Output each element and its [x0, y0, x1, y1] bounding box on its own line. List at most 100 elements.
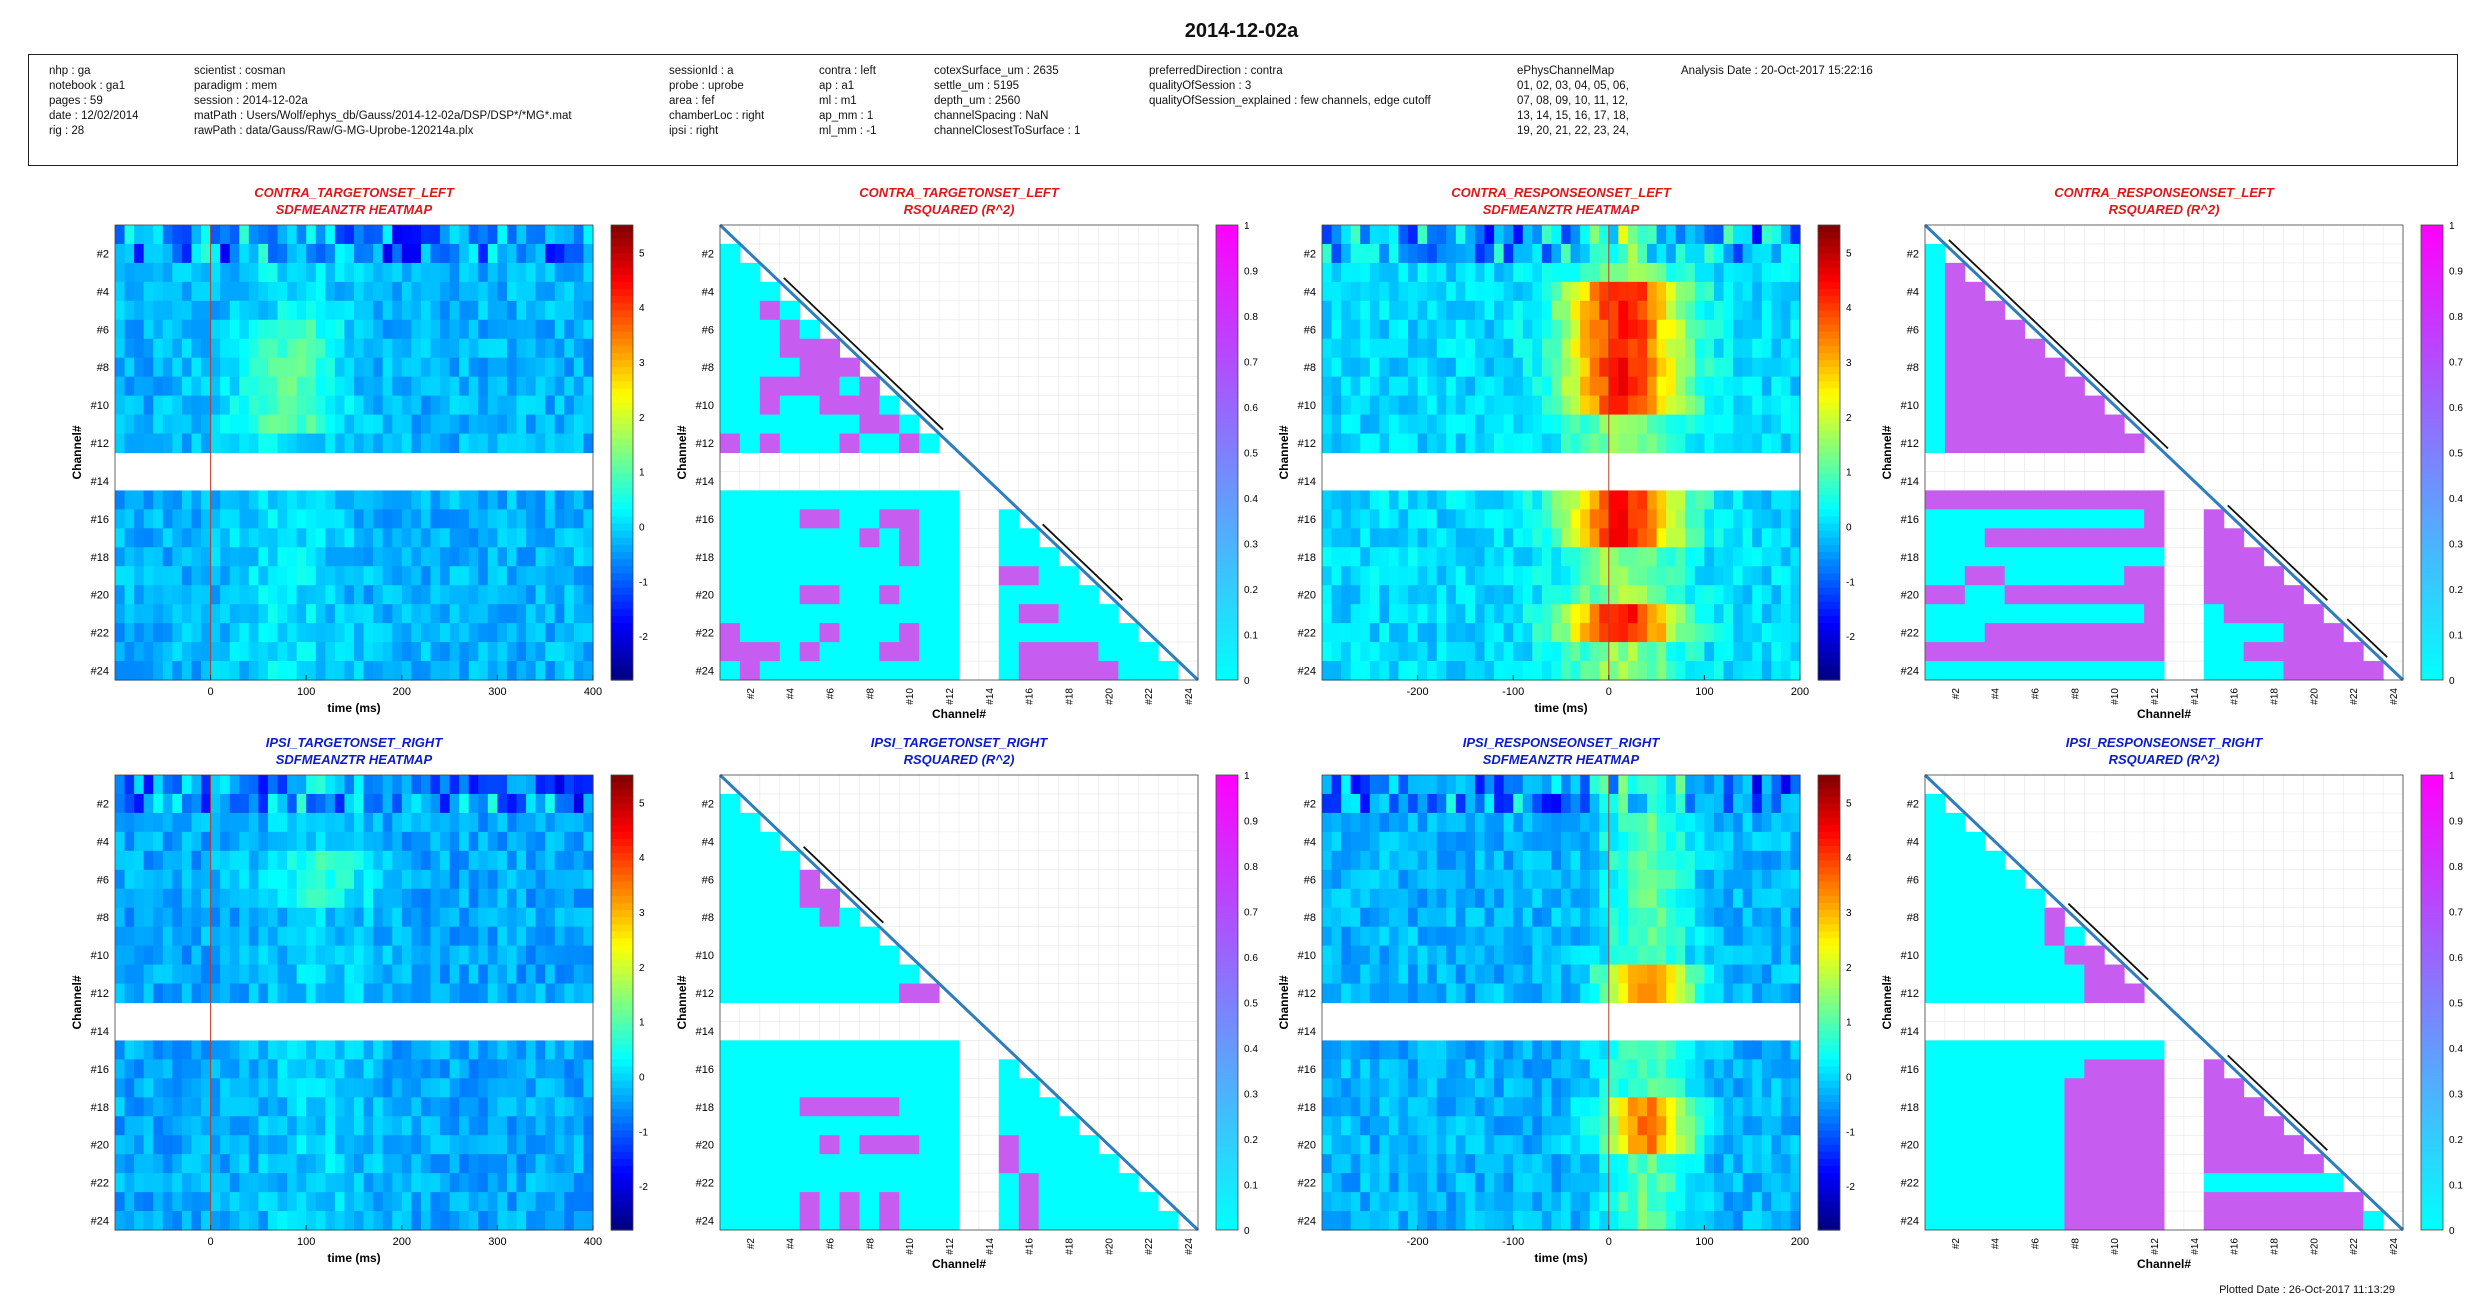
colorbar-tick-label: -2	[639, 632, 648, 643]
heatmap-cell	[583, 1154, 594, 1174]
heatmap-cell	[143, 490, 154, 510]
rsq-cell	[720, 907, 741, 928]
rsq-cell	[2124, 528, 2145, 548]
heatmap-cell	[1561, 528, 1572, 548]
heatmap-cell	[1474, 357, 1486, 378]
heatmap-cell	[449, 1173, 460, 1193]
rsq-cell	[799, 566, 821, 586]
heatmap-cell	[287, 623, 298, 643]
heatmap-cell	[545, 1173, 556, 1193]
heatmap-cell	[1369, 831, 1380, 852]
heatmap-cell	[1322, 831, 1333, 852]
heatmap-cell	[430, 661, 441, 681]
heatmap-cell	[1608, 300, 1619, 321]
y-tick-label: #6	[1304, 324, 1316, 336]
heatmap-cell	[392, 376, 403, 397]
heatmap-cell	[258, 1192, 269, 1212]
heatmap-cell	[153, 623, 164, 643]
heatmap-cell	[459, 1116, 470, 1136]
heatmap-cell	[181, 888, 193, 909]
heatmap-cell	[516, 319, 527, 340]
heatmap-cell	[554, 1135, 565, 1155]
heatmap-cell	[229, 964, 240, 985]
rsq-cell	[1925, 338, 1946, 359]
heatmap-cell	[191, 319, 202, 340]
heatmap-cell	[573, 1192, 585, 1212]
rsq-cell	[739, 888, 761, 909]
colorbar-tick-label: 0.6	[1244, 953, 1258, 964]
heatmap-cell	[1733, 888, 1744, 909]
heatmap-cell	[459, 338, 470, 359]
heatmap-cell	[1589, 395, 1600, 416]
heatmap-cell	[1436, 528, 1447, 548]
heatmap-cell	[344, 319, 355, 340]
heatmap-cell	[459, 1040, 470, 1060]
heatmap-cell	[1436, 509, 1447, 529]
heatmap-cell	[1408, 604, 1419, 624]
heatmap-cell	[526, 243, 537, 264]
y-tick-label: #10	[696, 950, 714, 962]
rsq-cell	[2124, 509, 2145, 529]
rsq-cell	[1098, 1192, 1119, 1212]
rsq-cell	[759, 945, 781, 966]
heatmap-cell	[325, 964, 336, 985]
heatmap-cell	[1532, 509, 1543, 529]
heatmap-cell	[354, 376, 365, 397]
heatmap-cell	[1780, 793, 1792, 814]
heatmap-cell	[535, 433, 546, 454]
heatmap-cell	[583, 623, 594, 643]
heatmap-cell	[153, 642, 164, 662]
heatmap-cell	[573, 509, 585, 529]
heatmap-cell	[162, 319, 173, 340]
heatmap-cell	[430, 414, 441, 435]
heatmap-cell	[1733, 395, 1744, 416]
heatmap-cell	[1685, 623, 1696, 643]
rsq-cell	[739, 281, 761, 302]
heatmap-cell	[516, 1211, 527, 1231]
heatmap-cell	[1427, 243, 1438, 264]
y-axis-label: Channel#	[1880, 425, 1894, 479]
heatmap-cell	[354, 319, 365, 340]
heatmap-cell	[1532, 888, 1543, 909]
rsq-cell	[1984, 623, 2006, 643]
heatmap-cell	[1408, 262, 1419, 283]
rsq-cell	[919, 983, 940, 1003]
rsq-cell	[739, 338, 761, 359]
heatmap-cell	[191, 642, 202, 662]
colorbar-tick-label: 0.1	[1244, 1181, 1258, 1192]
colorbar-tick-label: 1	[2449, 221, 2455, 232]
heatmap-cell	[134, 1154, 145, 1174]
heatmap-cell	[449, 1116, 460, 1136]
heatmap-cell	[1341, 642, 1352, 662]
rsq-cell	[899, 433, 920, 453]
heatmap-cell	[1752, 281, 1763, 302]
heatmap-cell	[229, 1135, 240, 1155]
heatmap-cell	[334, 243, 346, 264]
heatmap-cell	[344, 642, 355, 662]
colorbar-tick-label: -1	[639, 577, 648, 588]
rsq-cell	[2104, 604, 2125, 624]
rsq-cell	[779, 642, 801, 662]
heatmap-cell	[1771, 243, 1782, 264]
heatmap-cell	[1666, 661, 1677, 681]
rsq-cell	[859, 1059, 880, 1079]
heatmap-cell	[1341, 604, 1352, 624]
heatmap-cell	[210, 850, 221, 871]
rsq-cell	[739, 964, 761, 985]
heatmap-cell	[134, 414, 145, 435]
info-line: scientist : cosman	[194, 65, 286, 77]
heatmap-cell	[239, 281, 250, 302]
heatmap-cell	[1513, 338, 1524, 359]
x-tick-label: #2	[1951, 688, 1962, 700]
heatmap-cell	[172, 812, 183, 833]
heatmap-cell	[1398, 642, 1409, 662]
rsq-cell	[2243, 642, 2265, 662]
heatmap-cell	[535, 547, 546, 567]
colorbar-segment	[611, 253, 633, 262]
rsq-cell	[779, 869, 801, 890]
heatmap-cell	[487, 907, 498, 928]
x-tick-label: 200	[393, 686, 411, 698]
heatmap-cell	[1742, 831, 1753, 852]
heatmap-cell	[583, 642, 594, 662]
rsq-cell	[1018, 1097, 1040, 1117]
